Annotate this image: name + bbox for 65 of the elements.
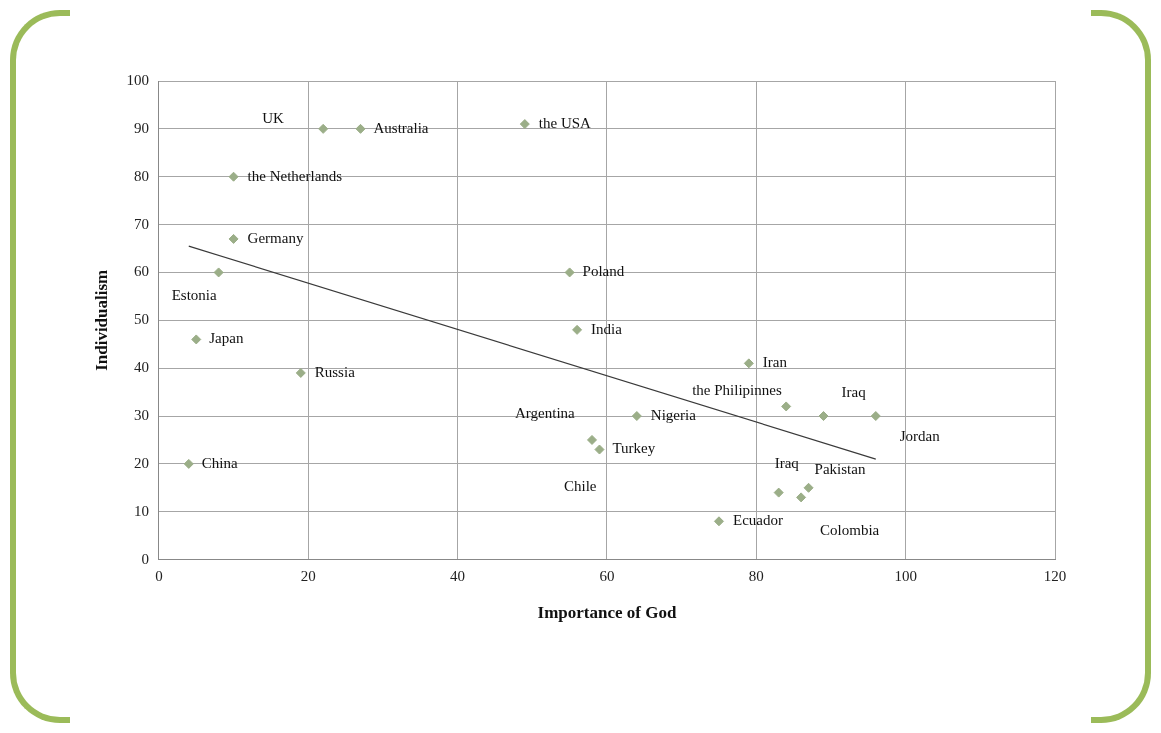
x-tick-label: 20 [300,567,316,584]
y-tick-label: 100 [126,71,149,88]
x-axis-title: Importance of God [537,603,677,623]
y-tick-label: 10 [133,502,149,519]
annotation: Jordan [899,427,941,444]
annotation: China [201,454,238,471]
point [796,492,807,503]
annotation: Colombia [820,522,880,539]
point [870,411,881,422]
point [818,411,829,422]
point [713,516,724,527]
annotation: Nigeria [650,406,697,423]
y-tick-label: 20 [133,454,149,471]
point [564,267,575,278]
y-tick-label: 50 [133,311,149,328]
annotation: India [591,320,623,337]
annotation: Estonia [171,287,217,304]
point [213,267,224,278]
point [295,367,306,378]
annotation: Japan [209,330,244,347]
y-tick-label: 40 [133,359,149,376]
annotation: Germany [247,229,304,246]
annotation: Turkey [612,440,656,457]
y-tick-label: 0 [141,550,149,567]
x-tick-label: 120 [1043,567,1067,584]
point [318,123,329,134]
y-tick-label: 30 [133,406,149,423]
point [191,334,202,345]
annotation: Iraq [774,454,800,471]
y-axis-title: Individualism [91,269,111,371]
annotation: the Netherlands [247,167,343,184]
y-tick-label: 90 [133,119,149,136]
annotation: the USA [538,115,592,132]
annotation: Ecuador [732,512,783,529]
point [587,434,598,445]
x-tick-label: 60 [599,567,615,584]
point [594,444,605,455]
annotation: UK [262,109,285,126]
point [743,358,754,369]
point [355,123,366,134]
x-tick-label: 100 [894,567,917,584]
point [183,458,194,469]
annotation: Pakistan [814,460,866,477]
y-tick-label: 70 [133,215,149,232]
x-tick-label: 80 [748,567,764,584]
point [773,487,784,498]
point [228,171,239,182]
annotation: Chile [564,477,597,494]
point [803,482,814,493]
y-tick-label: 60 [133,263,149,280]
y-tick-label: 80 [133,167,149,184]
x-tick-label: 40 [450,567,466,584]
annotation: Russia [314,363,356,380]
annotation: Iran [762,354,788,371]
x-tick-label: 0 [155,567,163,584]
point [631,411,642,422]
annotation: Poland [582,263,625,280]
annotation: Australia [373,119,429,136]
point [781,401,792,412]
point [572,324,583,335]
point [228,233,239,244]
point [519,119,530,130]
annotation: the Philipinnes [692,382,782,399]
annotation: Iraq [841,383,867,400]
annotation: Argentina [515,404,576,421]
